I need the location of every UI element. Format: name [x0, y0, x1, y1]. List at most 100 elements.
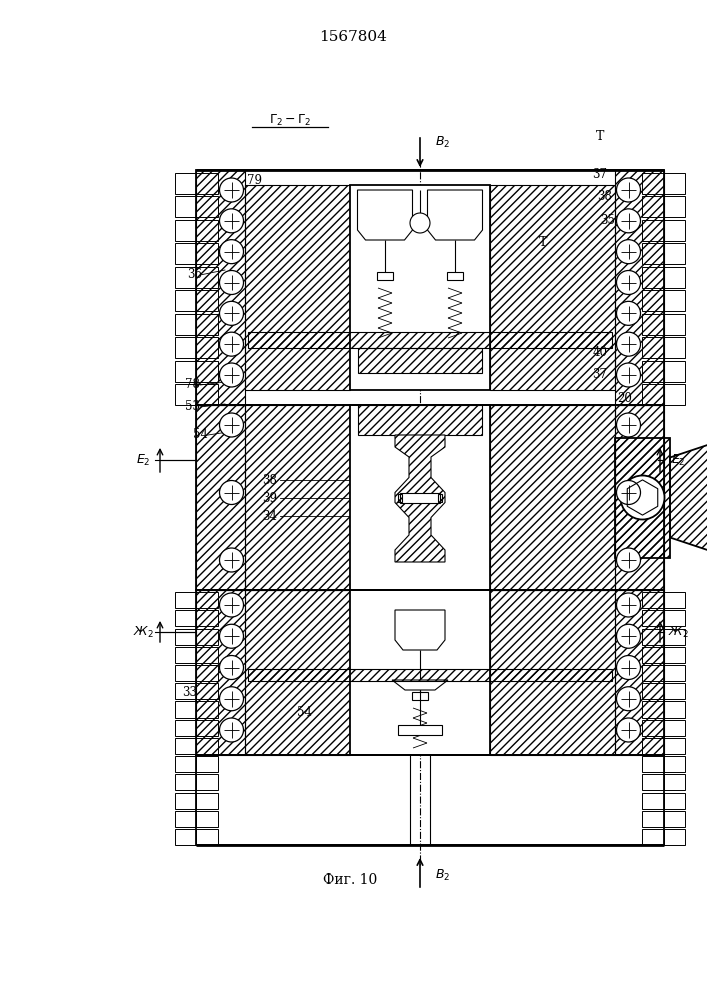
Bar	[196, 337, 218, 358]
Bar	[664, 683, 685, 699]
Text: 40: 40	[592, 346, 607, 359]
Bar	[642, 290, 664, 311]
Bar	[664, 220, 685, 240]
Bar	[664, 592, 685, 608]
Circle shape	[621, 476, 665, 520]
Bar	[664, 337, 685, 358]
Text: $B_2$: $B_2$	[435, 867, 450, 883]
Bar	[196, 384, 218, 405]
Bar	[196, 647, 218, 663]
Bar	[664, 290, 685, 311]
Text: 20: 20	[617, 391, 633, 404]
Bar	[248, 332, 612, 348]
Circle shape	[219, 548, 243, 572]
Bar	[175, 243, 196, 264]
Bar	[615, 438, 670, 558]
Bar	[196, 720, 218, 736]
Circle shape	[219, 240, 243, 264]
Bar	[664, 738, 685, 754]
Circle shape	[219, 481, 243, 504]
Circle shape	[219, 332, 243, 356]
Bar	[642, 384, 664, 405]
Text: T: T	[539, 235, 547, 248]
Bar	[664, 314, 685, 334]
Bar	[642, 774, 664, 790]
Bar	[642, 337, 664, 358]
Bar	[175, 683, 196, 699]
Circle shape	[617, 240, 641, 264]
Bar	[642, 220, 664, 240]
Circle shape	[617, 301, 641, 325]
Bar	[664, 384, 685, 405]
Bar	[175, 829, 196, 845]
Bar	[664, 701, 685, 718]
Circle shape	[617, 363, 641, 387]
Bar	[615, 590, 664, 755]
Bar	[196, 405, 664, 590]
Bar	[196, 701, 218, 718]
Bar	[175, 756, 196, 772]
Bar	[642, 361, 664, 381]
Bar	[398, 493, 402, 502]
Bar	[350, 185, 490, 390]
Bar	[175, 610, 196, 626]
Bar	[196, 220, 218, 240]
Bar	[196, 170, 245, 405]
Bar	[490, 185, 615, 390]
Circle shape	[219, 656, 243, 680]
Text: 36: 36	[187, 268, 202, 282]
Bar	[664, 243, 685, 264]
Bar	[196, 755, 664, 845]
Text: T: T	[596, 130, 604, 143]
Circle shape	[617, 481, 641, 504]
Circle shape	[617, 656, 641, 680]
Bar	[664, 196, 685, 217]
Bar	[664, 774, 685, 790]
Bar	[248, 669, 612, 681]
Bar	[175, 592, 196, 608]
Bar	[175, 290, 196, 311]
Bar	[642, 756, 664, 772]
Bar	[615, 405, 664, 590]
Bar	[642, 173, 664, 194]
Bar	[196, 610, 218, 626]
Bar	[664, 665, 685, 681]
Bar	[412, 692, 428, 700]
Text: 38: 38	[597, 190, 612, 204]
Bar	[196, 756, 218, 772]
Bar	[196, 811, 218, 827]
Text: $Ж_2$: $Ж_2$	[133, 624, 153, 640]
Circle shape	[617, 178, 641, 202]
Bar	[642, 267, 664, 288]
Text: 37: 37	[592, 367, 607, 380]
Bar	[196, 590, 664, 755]
Bar	[400, 492, 440, 502]
Bar	[175, 738, 196, 754]
Bar	[447, 272, 463, 280]
Bar	[196, 738, 218, 754]
Bar	[196, 243, 218, 264]
Bar	[196, 173, 218, 194]
Polygon shape	[428, 190, 482, 240]
Bar	[175, 361, 196, 381]
Text: 79: 79	[247, 174, 262, 186]
Bar	[350, 590, 490, 755]
Bar	[245, 405, 350, 590]
Bar	[642, 683, 664, 699]
Bar	[175, 220, 196, 240]
Bar	[642, 793, 664, 809]
Bar	[175, 665, 196, 681]
Bar	[350, 405, 490, 590]
Bar	[664, 647, 685, 663]
Polygon shape	[395, 435, 445, 562]
Bar	[196, 267, 218, 288]
Circle shape	[617, 270, 641, 294]
Polygon shape	[398, 725, 442, 735]
Bar	[175, 267, 196, 288]
Circle shape	[410, 213, 430, 233]
Circle shape	[219, 209, 243, 233]
Bar	[642, 738, 664, 754]
Bar	[664, 756, 685, 772]
Bar	[196, 683, 218, 699]
Text: $B_2$: $B_2$	[435, 134, 450, 150]
